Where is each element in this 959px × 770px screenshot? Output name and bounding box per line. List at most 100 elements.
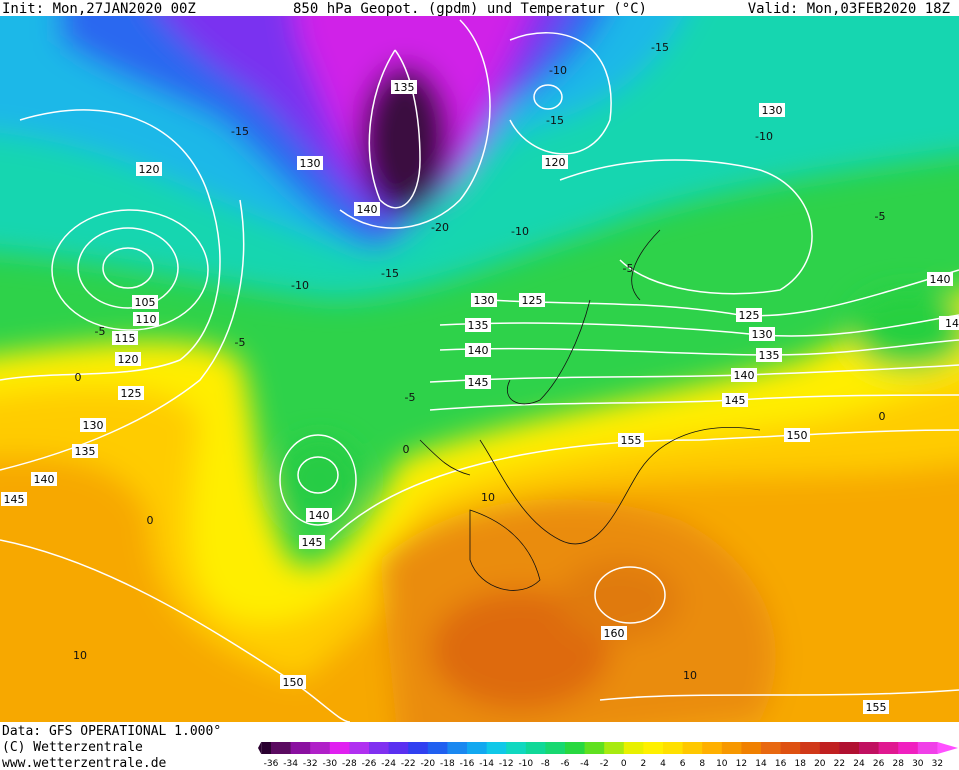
height-label: 140 — [309, 509, 330, 522]
height-label: 120 — [545, 156, 566, 169]
colorbar-swatch — [349, 742, 370, 754]
colorbar-swatch — [761, 742, 782, 754]
colorbar-swatch — [721, 742, 742, 754]
colorbar-swatch — [917, 742, 938, 754]
colorbar-swatch — [878, 742, 899, 754]
temperature-label: -10 — [755, 130, 773, 143]
height-label: 155 — [866, 701, 887, 714]
colorbar-tick-label: -10 — [518, 759, 533, 769]
colorbar-swatch — [467, 742, 488, 754]
height-label-box — [519, 293, 545, 307]
valid-time: Valid: Mon,03FEB2020 18Z — [748, 1, 950, 17]
colorbar-tick-label: 32 — [932, 759, 943, 769]
colorbar-tick-label: -20 — [420, 759, 435, 769]
height-label-box — [471, 293, 497, 307]
height-label: 130 — [752, 328, 773, 341]
colorbar-tick-label: -4 — [580, 759, 589, 769]
height-label: 140 — [468, 344, 489, 357]
temperature-label: 10 — [683, 669, 697, 682]
colorbar-swatch — [839, 742, 860, 754]
height-label: 150 — [787, 429, 808, 442]
height-label: 130 — [83, 419, 104, 432]
header: Init: Mon,27JAN2020 00Z 850 hPa Geopot. … — [2, 1, 950, 17]
colorbar-tick-label: -28 — [342, 759, 357, 769]
colorbar-tick-label: -8 — [541, 759, 550, 769]
height-label: 120 — [118, 353, 139, 366]
colorbar-tick-label: -32 — [303, 759, 318, 769]
colorbar-tick-label: 24 — [853, 759, 865, 769]
height-label-box — [465, 318, 491, 332]
colorbar-tick-label: 14 — [755, 759, 767, 769]
colorbar-swatch — [525, 742, 546, 754]
colorbar-swatch — [643, 742, 664, 754]
temperature-label: 0 — [403, 443, 410, 456]
height-label: 135 — [394, 81, 415, 94]
colorbar-swatch — [780, 742, 801, 754]
colorbar-swatch — [506, 742, 527, 754]
temperature-label: -5 — [623, 262, 634, 275]
temperature-label: 0 — [147, 514, 154, 527]
colorbar-swatch — [486, 742, 507, 754]
height-label: 110 — [136, 313, 157, 326]
colorbar-tick-label: -22 — [401, 759, 416, 769]
colorbar-tick-label: 30 — [912, 759, 924, 769]
height-label-box — [1, 492, 27, 506]
height-label-box — [112, 331, 138, 345]
colorbar-swatch — [310, 742, 331, 754]
height-label: 135 — [468, 319, 489, 332]
colorbar-tick-label: 28 — [892, 759, 904, 769]
height-label-box — [31, 472, 57, 486]
colorbar-swatch — [369, 742, 390, 754]
temperature-label: -15 — [651, 41, 669, 54]
map-labels: 1351301401201201301051101151201251301351… — [1, 41, 959, 714]
colorbar-swatch — [819, 742, 840, 754]
height-label-box — [542, 155, 568, 169]
temperature-label: -5 — [95, 325, 106, 338]
height-label: 160 — [604, 627, 625, 640]
height-label: 135 — [759, 349, 780, 362]
temperature-label: -5 — [235, 336, 246, 349]
height-label: 145 — [468, 376, 489, 389]
colorbar-tick-label: -36 — [264, 759, 279, 769]
height-label-box — [354, 202, 380, 216]
colorbar-swatch — [623, 742, 644, 754]
temperature-label: -10 — [511, 225, 529, 238]
colorbar-swatch — [271, 742, 292, 754]
height-label: 14 — [945, 317, 959, 330]
init-time: Init: Mon,27JAN2020 00Z — [2, 1, 196, 17]
temperature-label: -15 — [231, 125, 249, 138]
colorbar-tick-label: 18 — [794, 759, 806, 769]
height-label-box — [731, 368, 757, 382]
colorbar-swatch — [682, 742, 703, 754]
colorbar-swatch — [565, 742, 586, 754]
height-label-box — [132, 295, 158, 309]
height-label: 125 — [739, 309, 760, 322]
height-label-box — [927, 272, 953, 286]
colorbar-tick-label: 12 — [736, 759, 747, 769]
temperature-label: 10 — [73, 649, 87, 662]
height-label: 145 — [302, 536, 323, 549]
height-label: 155 — [621, 434, 642, 447]
height-label: 140 — [34, 473, 55, 486]
temperature-label: 10 — [481, 491, 495, 504]
colorbar-swatch — [663, 742, 684, 754]
colorbar-tick-label: 8 — [699, 759, 705, 769]
url: www.wetterzentrale.de — [2, 756, 167, 770]
colorbar-swatch — [388, 742, 409, 754]
colorbar-tick-label: -26 — [362, 759, 377, 769]
temperature-label: 0 — [75, 371, 82, 384]
height-label-box — [939, 316, 959, 330]
height-label-box — [297, 156, 323, 170]
colorbar-tick-label: 0 — [621, 759, 627, 769]
copyright: (C) Wetterzentrale — [2, 740, 143, 755]
height-label: 150 — [283, 676, 304, 689]
colorbar-swatch — [898, 742, 919, 754]
temperature-label: -10 — [291, 279, 309, 292]
colorbar-swatch — [702, 742, 723, 754]
colorbar-swatch — [545, 742, 566, 754]
colorbar-tick-label: 6 — [680, 759, 686, 769]
height-label: 105 — [135, 296, 156, 309]
colorbar-swatch — [800, 742, 821, 754]
height-label: 135 — [75, 445, 96, 458]
